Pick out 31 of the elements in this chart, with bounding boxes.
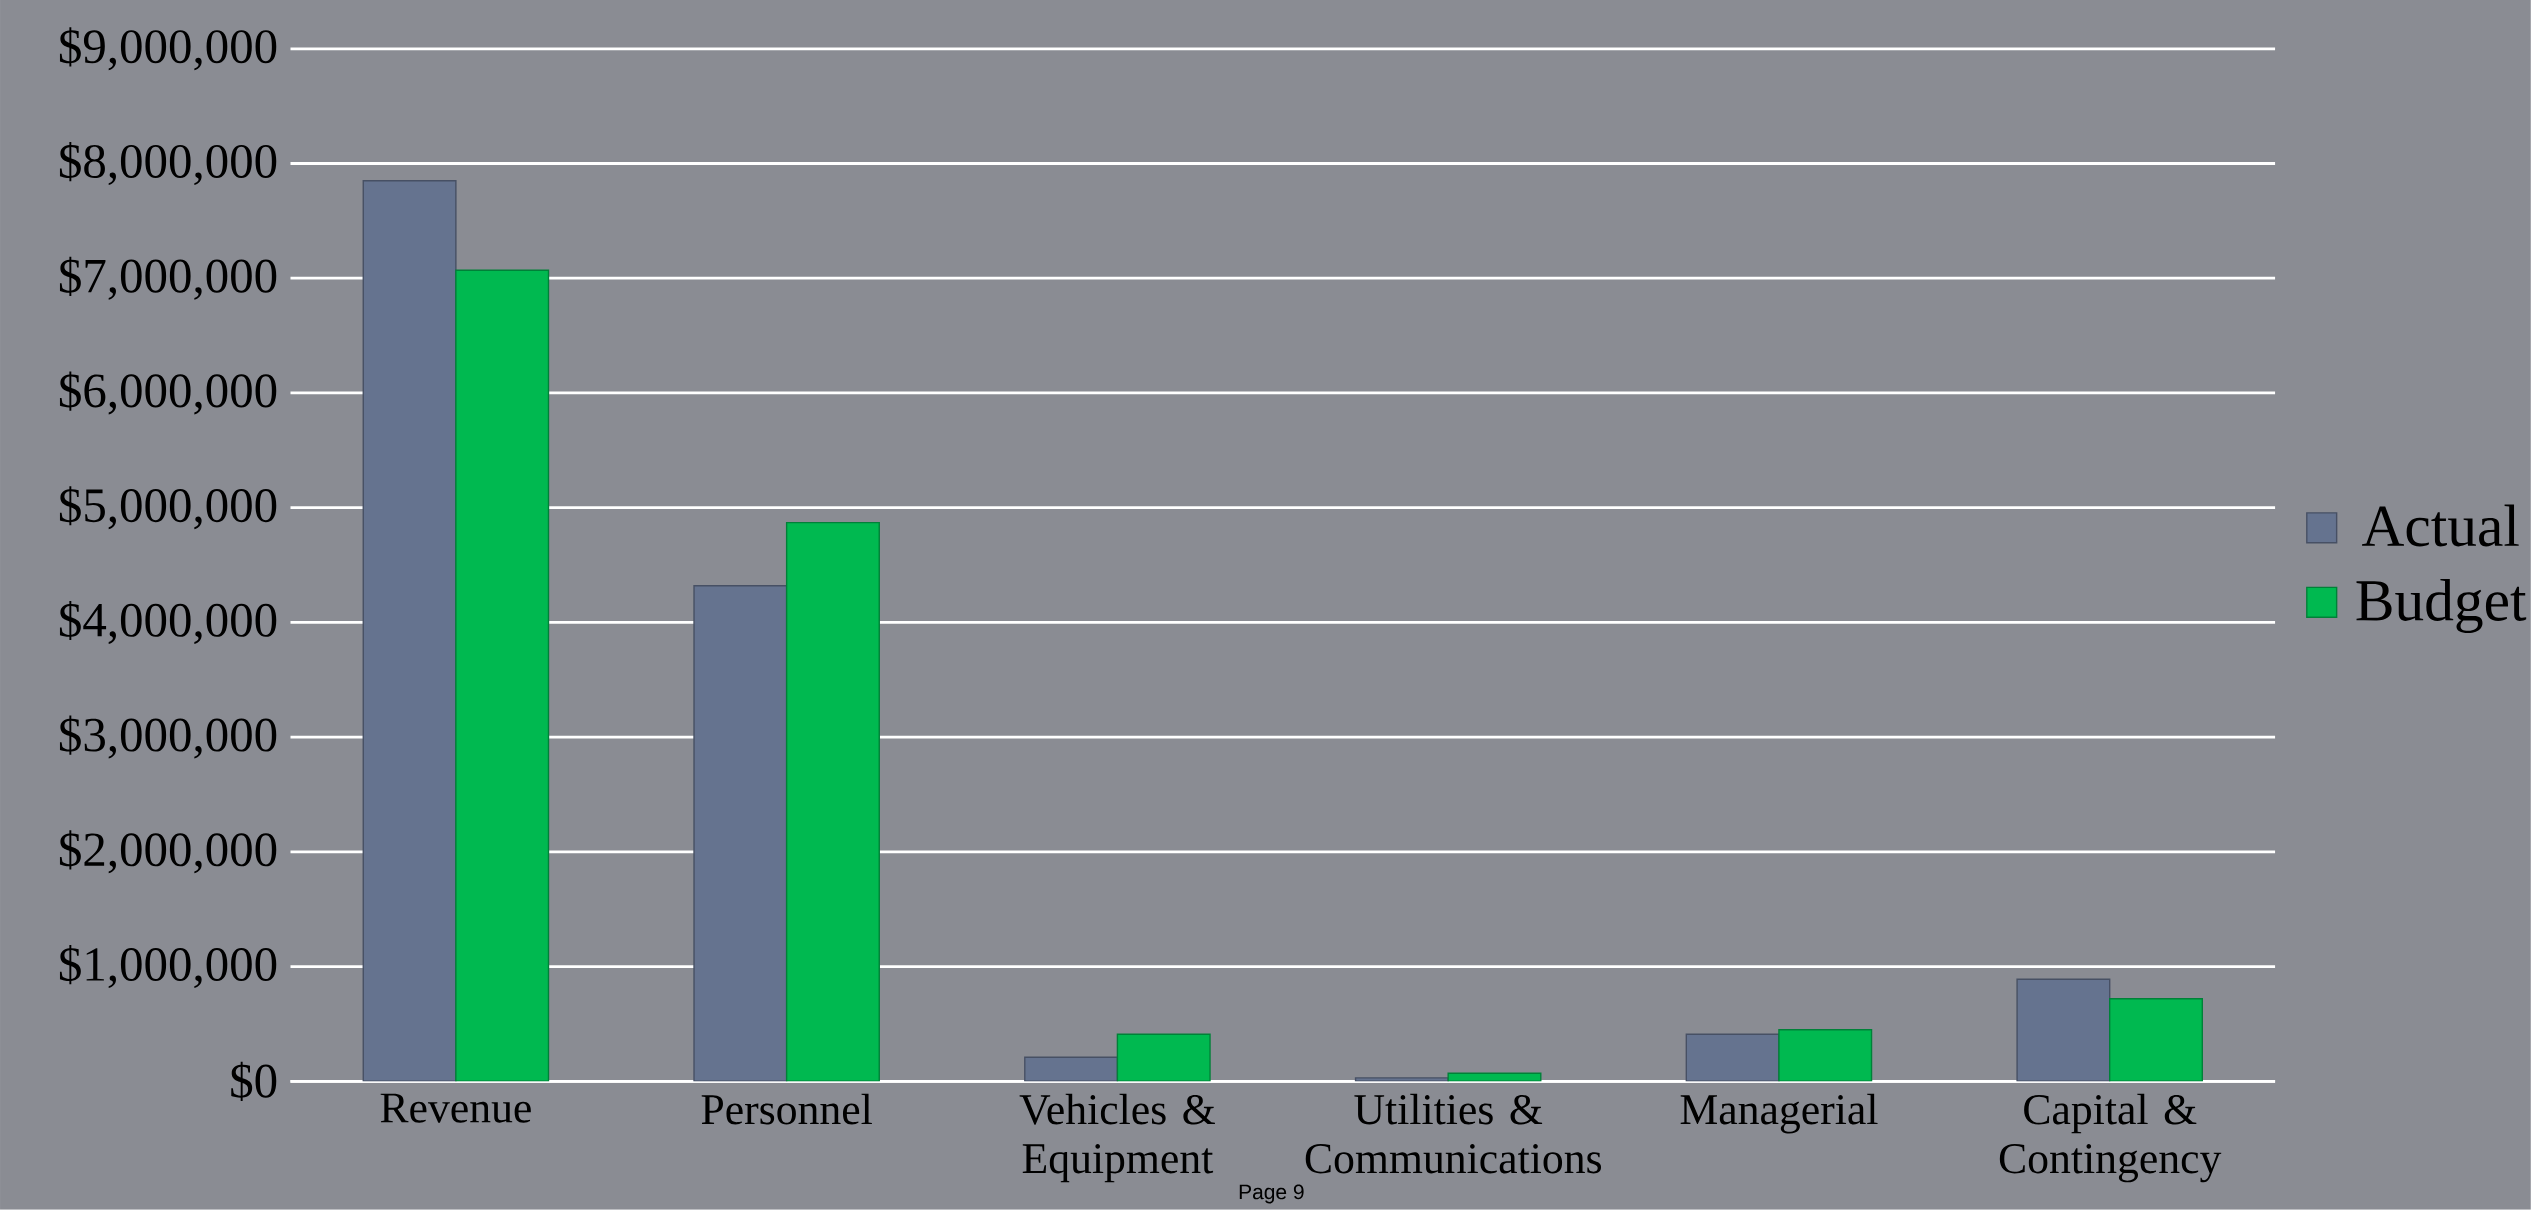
bar [693, 585, 788, 1082]
bar [1354, 1077, 1449, 1082]
bar [2016, 978, 2111, 1082]
bar [362, 180, 457, 1082]
bar [1116, 1033, 1211, 1082]
text: Page 9 [1239, 1184, 1304, 1204]
bar [455, 269, 550, 1082]
bar [1447, 1072, 1542, 1082]
y-tick-label: $7,000,000 [59, 256, 277, 300]
bar [1778, 1029, 1873, 1082]
x-tick-label: Capital & Contingency [1999, 1093, 2222, 1183]
x-tick-label: Revenue [380, 1093, 531, 1123]
x-tick-label: Utilities & Communications [1305, 1093, 1601, 1174]
bar [2109, 998, 2204, 1082]
y-tick-label: $1,000,000 [59, 945, 277, 989]
bar [1685, 1033, 1780, 1082]
y-tick-label: $4,000,000 [59, 601, 277, 645]
y-tick-label: $0 [231, 1061, 277, 1102]
x-tick-label: Vehicles & Equipment [1019, 1093, 1215, 1183]
bar [785, 522, 880, 1082]
y-tick-label: $6,000,000 [59, 371, 277, 415]
y-tick-label: $9,000,000 [59, 27, 277, 71]
y-tick-label: $3,000,000 [59, 715, 277, 759]
legend-label: Budget [2356, 579, 2527, 634]
y-tick-label: $8,000,000 [59, 142, 277, 186]
legend-label: Actual [2362, 504, 2519, 547]
bar [1024, 1056, 1119, 1082]
x-tick-label: Managerial [1680, 1093, 1878, 1134]
y-tick-label: $2,000,000 [59, 830, 277, 874]
x-tick-label: Personnel [701, 1093, 872, 1125]
y-tick-label: $5,000,000 [59, 486, 277, 530]
